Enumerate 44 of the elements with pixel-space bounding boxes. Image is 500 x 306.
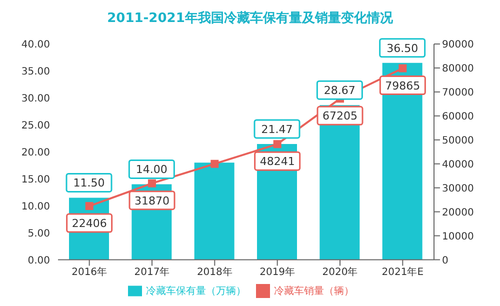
x-tick-label: 2016年 — [72, 266, 108, 278]
y2-tick-label: 60000 — [442, 111, 474, 122]
bar — [194, 162, 234, 260]
y2-tick-label: 40000 — [442, 159, 474, 170]
data-label: 22406 — [72, 217, 107, 230]
data-label: 31870 — [134, 194, 170, 208]
x-tick-label: 2020年 — [322, 266, 358, 278]
legend-label: 冷藏车保有量（万辆） — [146, 286, 246, 297]
chart-title: 2011-2021年我国冷藏车保有量及销量变化情况 — [106, 10, 394, 28]
y2-tick-label: 30000 — [442, 183, 474, 194]
y2-tick-label: 80000 — [442, 64, 474, 75]
y2-tick-label: 20000 — [442, 207, 474, 218]
point — [210, 160, 219, 168]
y-tick-label: 20.00 — [21, 147, 50, 158]
y2-tick-label: 10000 — [442, 231, 474, 242]
data-label: 36.50 — [386, 42, 418, 55]
data-label: 11.50 — [73, 176, 105, 190]
y-tick-label: 0.00 — [28, 255, 50, 266]
x-tick-label: 2017年 — [134, 266, 170, 278]
data-label: 67205 — [322, 110, 358, 123]
y-tick-label: 25.00 — [21, 120, 50, 132]
y2-tick-label: 0 — [442, 255, 448, 266]
point — [398, 64, 407, 72]
y2-tick-label: 50000 — [442, 135, 474, 146]
y-tick-label: 10.00 — [21, 201, 50, 212]
y-tick-label: 5.00 — [28, 228, 50, 240]
point — [85, 202, 94, 210]
y-tick-label: 30.00 — [21, 93, 50, 104]
y2-tick-label: 70000 — [442, 87, 474, 98]
data-label: 21.47 — [261, 122, 293, 136]
data-label: 48241 — [260, 155, 295, 168]
x-tick-label: 2018年 — [196, 266, 232, 278]
point — [148, 179, 156, 188]
legend-label: 冷藏车销量（辆） — [274, 286, 354, 297]
data-label: 14.00 — [136, 163, 168, 176]
x-tick-label: 2021年E — [382, 266, 424, 278]
y2-tick-label: 90000 — [442, 40, 474, 51]
data-label: 28.67 — [324, 84, 356, 98]
data-label: 79865 — [385, 79, 420, 92]
y-tick-label: 15.00 — [21, 174, 50, 186]
y-tick-label: 40.00 — [21, 40, 50, 51]
x-tick-label: 2019年 — [260, 266, 296, 278]
y-tick-label: 35.00 — [21, 66, 50, 78]
point — [273, 140, 282, 148]
